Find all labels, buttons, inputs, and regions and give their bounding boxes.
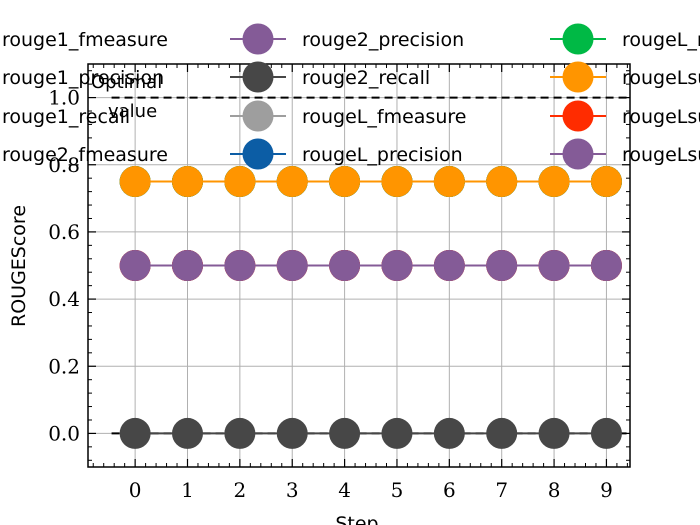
point-rouge2_recall-9 bbox=[590, 417, 622, 449]
annotation-line-2: value bbox=[108, 101, 157, 122]
legend-label-3: rouge2_fmeasure bbox=[2, 144, 168, 166]
x-tick-label-3: 3 bbox=[286, 478, 299, 502]
x-tick-label-5: 5 bbox=[391, 478, 404, 502]
point-rougeLsum_recall-3 bbox=[276, 250, 308, 281]
legend-label-5: rouge2_recall bbox=[302, 67, 430, 89]
point-rougeLsum_fmeasure-8 bbox=[538, 166, 570, 198]
legend-marker-5 bbox=[242, 61, 274, 93]
legend-label-4: rouge2_precision bbox=[302, 29, 464, 51]
legend-label-11: rougeLsu bbox=[622, 144, 700, 166]
plot-frame bbox=[87, 63, 631, 468]
x-tick-label-2: 2 bbox=[233, 478, 246, 502]
legend: rouge1_fmeasure rouge1_precision rouge1_re… bbox=[2, 23, 700, 170]
legend-marker-4 bbox=[242, 23, 274, 55]
point-rougeLsum_fmeasure-7 bbox=[486, 166, 518, 198]
legend-marker-6 bbox=[242, 100, 274, 132]
point-rouge2_recall-8 bbox=[538, 417, 570, 449]
point-rouge2_recall-7 bbox=[486, 417, 518, 449]
point-rouge2_recall-3 bbox=[276, 417, 308, 449]
x-tick-label-7: 7 bbox=[495, 478, 508, 502]
tick-labels: 0 1 2 3 4 5 6 7 8 9 0.0 0.2 0.4 0.6 0.8 1.0 bbox=[48, 86, 613, 502]
point-rouge2_recall-2 bbox=[224, 417, 256, 449]
x-tick-label-9: 9 bbox=[600, 478, 613, 502]
point-rougeLsum_recall-2 bbox=[224, 250, 256, 281]
y-tick-label-0: 0.0 bbox=[48, 421, 80, 445]
point-rougeLsum_fmeasure-5 bbox=[381, 166, 413, 198]
y-tick-label-2: 0.4 bbox=[48, 287, 80, 311]
point-rougeLsum_recall-6 bbox=[433, 250, 465, 281]
y-tick-label-5: 1.0 bbox=[48, 86, 80, 110]
point-rougeLsum_recall-5 bbox=[381, 250, 413, 281]
legend-marker-7 bbox=[242, 138, 274, 170]
x-tick-label-0: 0 bbox=[129, 478, 142, 502]
y-tick-label-4: 0.8 bbox=[48, 153, 80, 177]
x-tick-label-1: 1 bbox=[181, 478, 194, 502]
point-rouge2_recall-0 bbox=[119, 417, 151, 449]
x-axis-label: Step bbox=[335, 513, 378, 525]
point-rouge2_recall-1 bbox=[171, 417, 203, 449]
point-rougeLsum_recall-1 bbox=[171, 250, 203, 281]
point-rougeLsum_fmeasure-3 bbox=[276, 166, 308, 198]
y-tick-label-3: 0.6 bbox=[48, 220, 80, 244]
legend-label-1: rouge1_precision bbox=[2, 67, 164, 89]
y-axis-label: ROUGEScore bbox=[8, 205, 30, 327]
legend-label-9: rougeLsum bbox=[622, 67, 700, 89]
point-rougeLsum_fmeasure-6 bbox=[433, 166, 465, 198]
legend-label-10: rougeLsu bbox=[622, 106, 700, 128]
legend-marker-8 bbox=[562, 23, 594, 55]
point-rougeLsum_fmeasure-4 bbox=[329, 166, 361, 198]
point-rougeLsum_recall-0 bbox=[119, 250, 151, 281]
point-rougeLsum_fmeasure-2 bbox=[224, 166, 256, 198]
point-rougeLsum_fmeasure-0 bbox=[119, 166, 151, 198]
legend-label-2: rouge1_recall bbox=[2, 106, 130, 128]
series-group bbox=[119, 166, 622, 449]
legend-label-6: rougeL_fmeasure bbox=[302, 106, 466, 128]
optimal-value-annotation: Optimal value bbox=[91, 72, 162, 122]
y-tick-label-1: 0.2 bbox=[48, 354, 80, 378]
point-rougeLsum_recall-8 bbox=[538, 250, 570, 281]
x-tick-label-4: 4 bbox=[338, 478, 351, 502]
point-rouge2_recall-6 bbox=[433, 417, 465, 449]
point-rougeLsum_fmeasure-1 bbox=[171, 166, 203, 198]
annotation-line-1: Optimal bbox=[91, 72, 162, 93]
x-tick-label-6: 6 bbox=[443, 478, 456, 502]
legend-label-8: rougeL_r bbox=[622, 29, 700, 51]
legend-label-7: rougeL_precision bbox=[302, 144, 463, 166]
point-rougeLsum_recall-4 bbox=[329, 250, 361, 281]
point-rougeLsum_recall-9 bbox=[590, 250, 622, 281]
legend-marker-9 bbox=[562, 61, 594, 93]
legend-marker-10 bbox=[562, 100, 594, 132]
axes bbox=[87, 63, 631, 468]
legend-label-0: rouge1_fmeasure bbox=[2, 29, 168, 51]
legend-marker-11 bbox=[562, 138, 594, 170]
point-rougeLsum_recall-7 bbox=[486, 250, 518, 281]
point-rouge2_recall-4 bbox=[329, 417, 361, 449]
point-rouge2_recall-5 bbox=[381, 417, 413, 449]
point-rougeLsum_fmeasure-9 bbox=[590, 166, 622, 198]
x-tick-label-8: 8 bbox=[548, 478, 561, 502]
